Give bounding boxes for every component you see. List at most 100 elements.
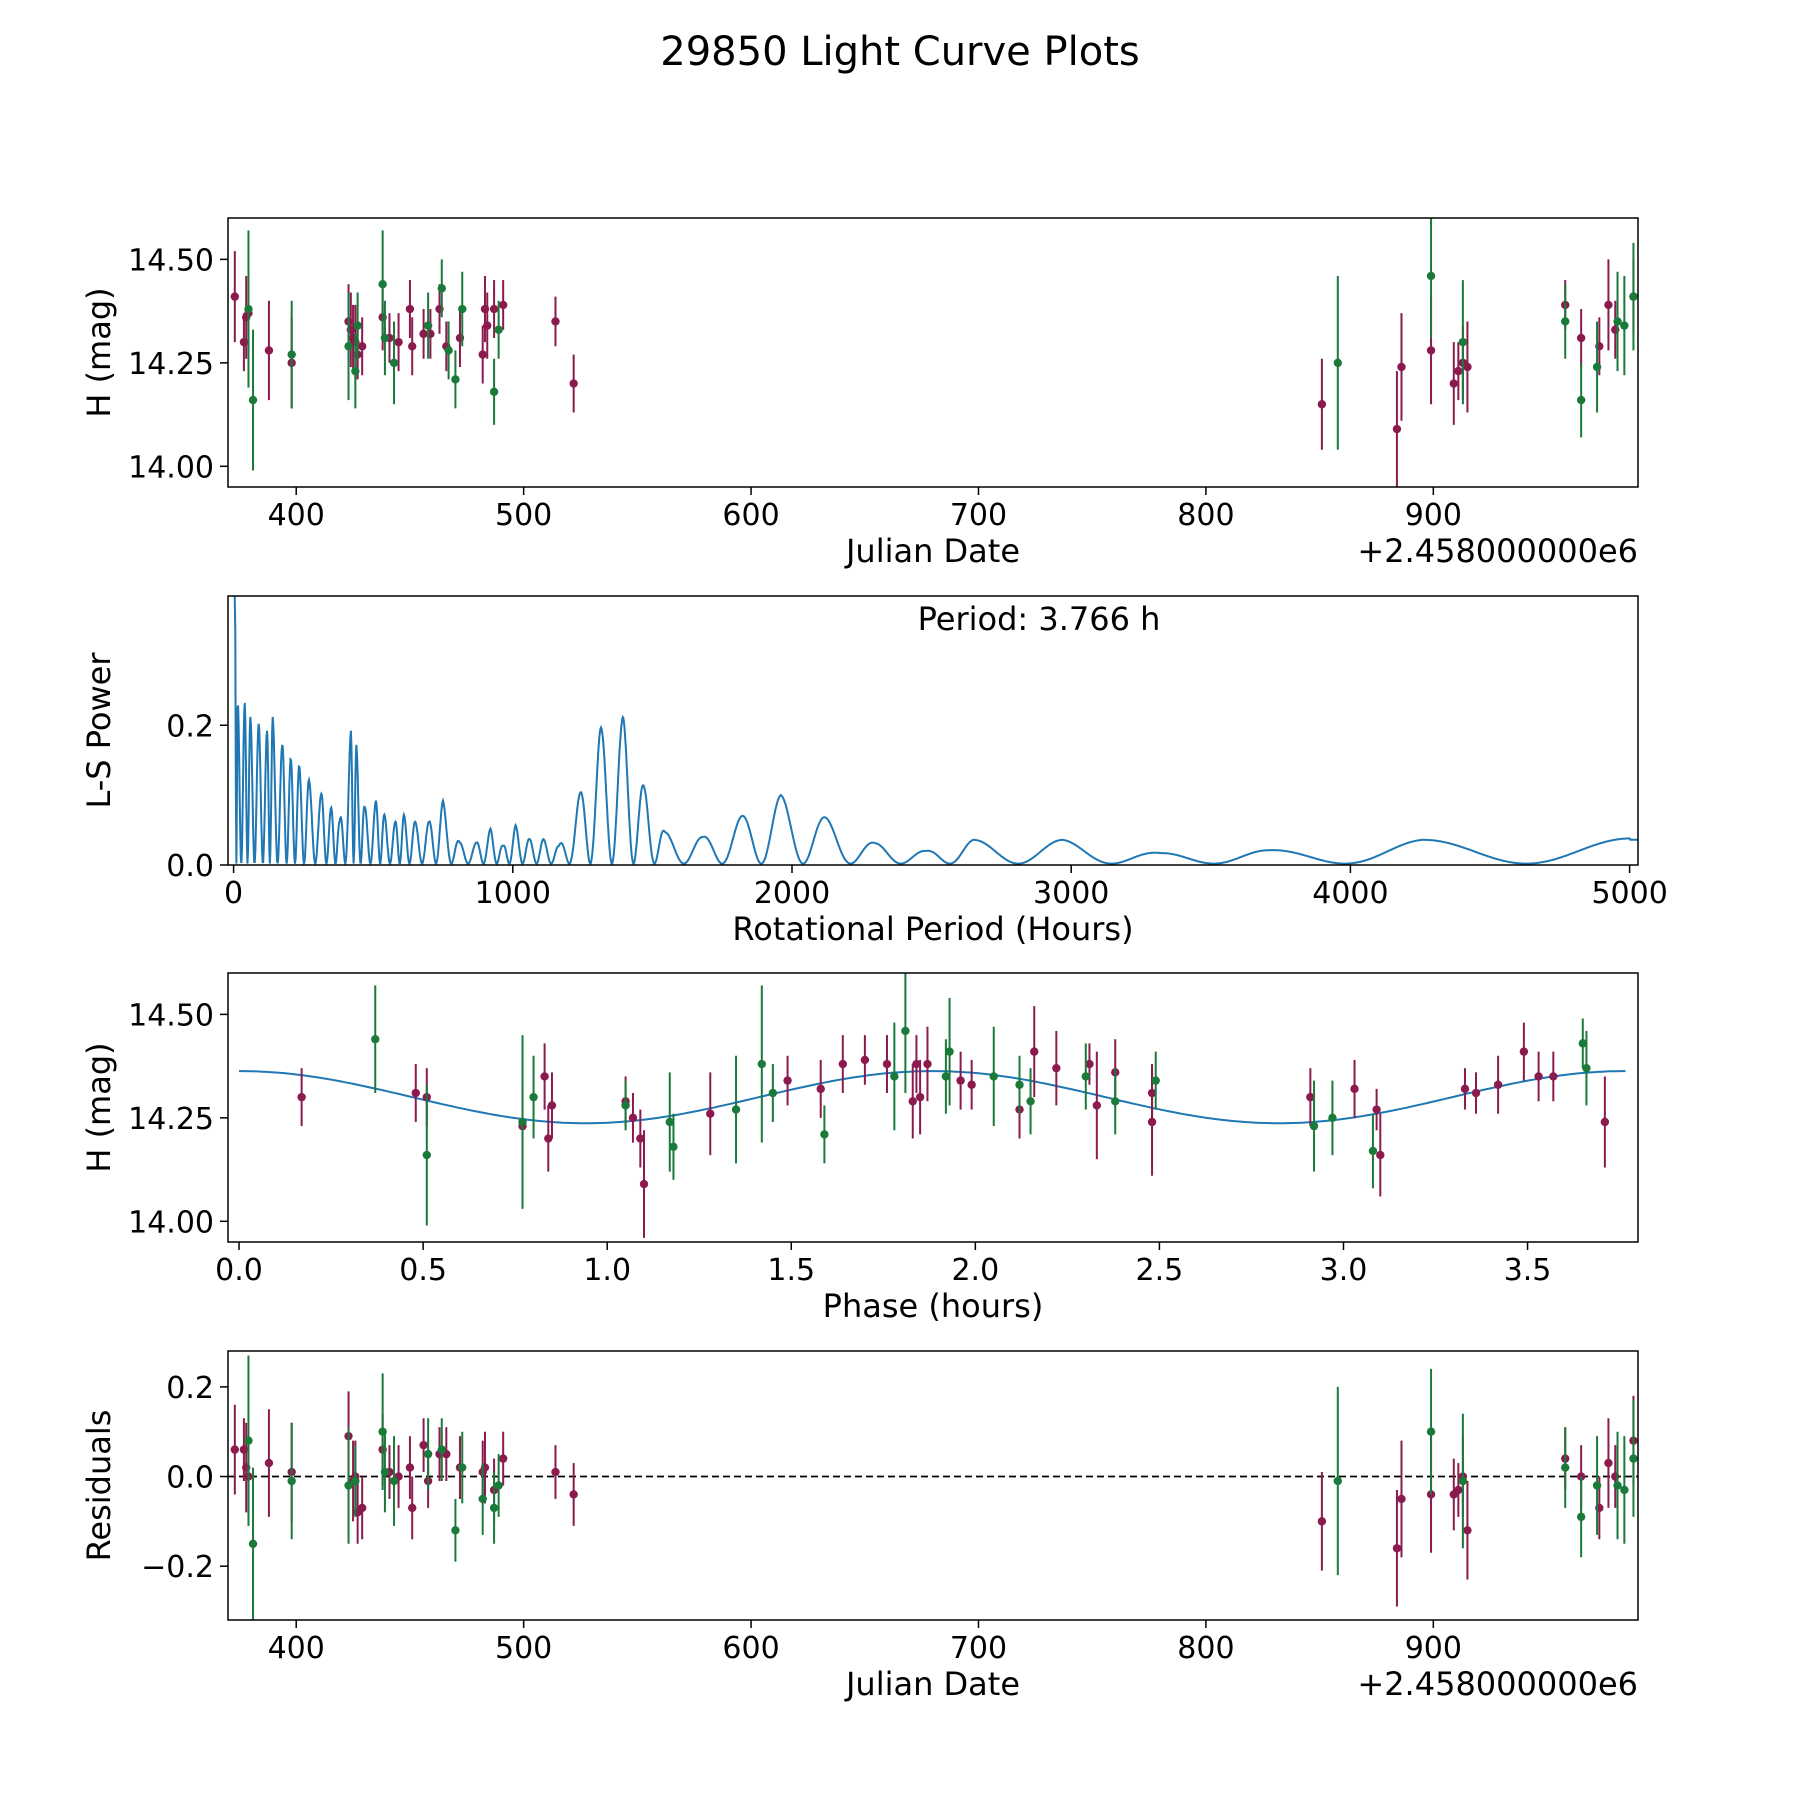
- data-point-green: [621, 1101, 630, 1110]
- data-point-green: [244, 1436, 253, 1445]
- data-point-maroon: [1092, 1101, 1102, 1110]
- data-point-green: [1576, 395, 1586, 405]
- data-point-green: [478, 1494, 487, 1504]
- data-point-green: [458, 1463, 467, 1472]
- x-axis-label: Rotational Period (Hours): [732, 910, 1133, 948]
- x-tick-label: 3.5: [1504, 1253, 1552, 1288]
- data-point-green: [1576, 1512, 1586, 1522]
- data-point-maroon: [357, 1503, 367, 1513]
- data-point-maroon: [547, 1101, 557, 1110]
- data-point-maroon: [1426, 1490, 1436, 1499]
- plot-area: [228, 1355, 1638, 1620]
- data-point-maroon: [419, 1440, 428, 1450]
- data-point-green: [518, 1117, 527, 1127]
- data-point-green: [1151, 1076, 1160, 1085]
- data-point-green: [669, 1142, 678, 1152]
- data-point-maroon: [394, 337, 403, 347]
- x-tick-label: 3000: [1033, 876, 1109, 911]
- data-point-green: [494, 325, 503, 334]
- y-tick-label: 14.50: [128, 243, 214, 278]
- data-point-maroon: [1147, 1117, 1157, 1127]
- data-point-maroon: [1397, 1494, 1406, 1504]
- data-point-maroon: [1030, 1047, 1039, 1056]
- data-point-maroon: [1471, 1088, 1481, 1098]
- panel-phase-folded: 0.0 0.5 1.0 1.5 2.0 2.5 3.0 3.5 14.00 14.25 14.50 P…: [80, 972, 1639, 1325]
- panel-light-curve: 400 500 600 700 800 900 14.00 14.25 14.50 Julian …: [80, 217, 1639, 570]
- data-point-maroon: [1454, 1485, 1463, 1495]
- data-point-green: [1015, 1080, 1024, 1089]
- panel-periodogram: 0 1000 2000 3000 4000 5000 0.0 0.2 Rotational Pe…: [80, 595, 1668, 948]
- x-tick-label: 900: [1405, 498, 1462, 533]
- x-tick-label: 600: [722, 1631, 779, 1666]
- y-tick-label: 14.25: [128, 1102, 214, 1137]
- data-point-maroon: [408, 342, 417, 351]
- data-point-maroon: [1052, 1063, 1061, 1073]
- data-point-maroon: [1449, 379, 1458, 388]
- data-point-green: [389, 1476, 399, 1486]
- data-point-green: [1620, 321, 1629, 330]
- data-point-green: [989, 1072, 998, 1081]
- x-offset-label: +2.458000000e6: [1357, 532, 1638, 570]
- data-point-maroon: [1576, 333, 1586, 343]
- plot-area: [233, 596, 1638, 865]
- data-point-green: [1613, 1481, 1622, 1490]
- x-tick-label: 0.5: [399, 1253, 447, 1288]
- x-tick-label: 0.0: [215, 1253, 263, 1288]
- data-point-green: [1561, 1463, 1570, 1472]
- data-point-maroon: [1350, 1084, 1359, 1094]
- data-point-green: [1592, 362, 1602, 372]
- periodogram-line: [233, 596, 1638, 865]
- data-point-maroon: [1454, 366, 1463, 376]
- x-tick-label: 1.5: [767, 1253, 815, 1288]
- data-point-green: [901, 1026, 910, 1036]
- data-point-green: [244, 304, 253, 314]
- data-point-maroon: [1463, 1526, 1472, 1535]
- axes-frame: [227, 972, 1639, 1243]
- y-axis-label: H (mag): [80, 287, 118, 417]
- data-point-maroon: [478, 350, 487, 359]
- data-point-green: [344, 342, 353, 351]
- data-point-green: [371, 1035, 380, 1044]
- x-tick-label: 400: [268, 1631, 325, 1666]
- data-point-maroon: [297, 1092, 306, 1102]
- x-tick-label: 2000: [754, 876, 830, 911]
- data-point-maroon: [1317, 1517, 1327, 1526]
- data-point-maroon: [264, 1458, 274, 1468]
- data-point-green: [1629, 1454, 1638, 1463]
- x-tick-label: 2.5: [1136, 1253, 1184, 1288]
- data-point-maroon: [1392, 424, 1402, 434]
- data-point-green: [665, 1117, 674, 1127]
- y-tick-label: 0.2: [166, 709, 214, 744]
- data-point-green: [287, 1476, 296, 1486]
- data-point-green: [423, 321, 433, 330]
- data-point-maroon: [956, 1076, 965, 1085]
- data-point-maroon: [967, 1080, 976, 1089]
- data-point-maroon: [1372, 1105, 1381, 1114]
- data-point-maroon: [882, 1059, 892, 1069]
- data-point-green: [1309, 1121, 1319, 1131]
- data-point-maroon: [1604, 300, 1613, 310]
- data-point-green: [344, 1481, 353, 1490]
- x-tick-label: 2.0: [951, 1253, 999, 1288]
- data-point-green: [757, 1059, 767, 1069]
- data-point-maroon: [569, 379, 578, 388]
- data-point-green: [820, 1130, 829, 1139]
- data-point-maroon: [908, 1097, 917, 1106]
- data-point-maroon: [357, 342, 367, 351]
- data-point-green: [1613, 317, 1622, 326]
- data-point-maroon: [230, 292, 240, 301]
- y-tick-label: −0.2: [141, 1550, 214, 1585]
- data-point-maroon: [639, 1179, 649, 1189]
- data-point-green: [1629, 292, 1638, 301]
- x-tick-label: 800: [1177, 498, 1234, 533]
- data-point-green: [422, 1150, 431, 1160]
- x-axis-label: Phase (hours): [823, 1287, 1044, 1325]
- data-point-maroon: [1397, 362, 1406, 372]
- data-point-green: [353, 321, 362, 330]
- axes-frame: [227, 1350, 1639, 1621]
- figure-title: 29850 Light Curve Plots: [660, 29, 1139, 75]
- x-tick-label: 700: [950, 498, 1007, 533]
- data-point-maroon: [1534, 1072, 1543, 1081]
- plot-area: [230, 218, 1638, 487]
- data-point-green: [380, 333, 390, 343]
